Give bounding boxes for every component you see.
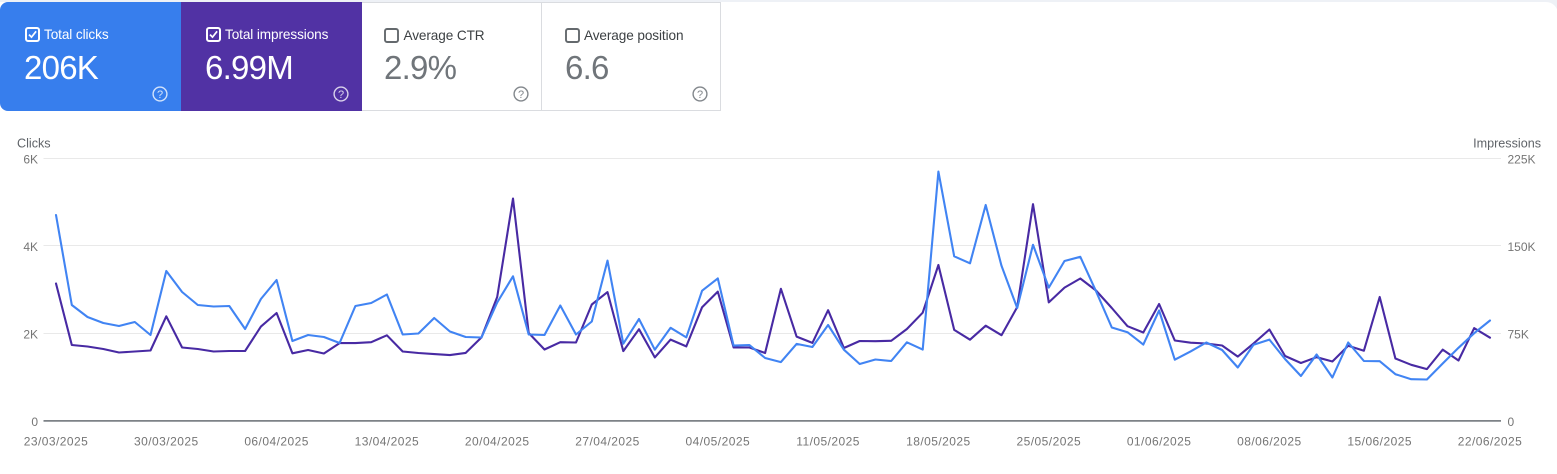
svg-text:?: ? [337, 89, 343, 101]
svg-text:04/05/2025: 04/05/2025 [686, 435, 751, 449]
svg-text:27/04/2025: 27/04/2025 [575, 435, 640, 449]
svg-text:Impressions: Impressions [1473, 136, 1541, 150]
svg-text:06/04/2025: 06/04/2025 [244, 435, 309, 449]
svg-text:?: ? [156, 89, 162, 101]
svg-text:15/06/2025: 15/06/2025 [1347, 435, 1412, 449]
svg-text:18/05/2025: 18/05/2025 [906, 435, 971, 449]
svg-text:150K: 150K [1508, 240, 1536, 254]
svg-text:75K: 75K [1508, 327, 1529, 341]
svg-text:Clicks: Clicks [17, 136, 51, 150]
svg-text:0: 0 [1508, 415, 1515, 429]
svg-text:?: ? [697, 89, 703, 101]
svg-text:2K: 2K [23, 327, 38, 341]
svg-text:08/06/2025: 08/06/2025 [1237, 435, 1302, 449]
svg-text:?: ? [518, 89, 524, 101]
svg-text:23/03/2025: 23/03/2025 [24, 435, 89, 449]
svg-text:225K: 225K [1508, 152, 1536, 166]
svg-text:22/06/2025: 22/06/2025 [1458, 435, 1523, 449]
svg-text:11/05/2025: 11/05/2025 [796, 435, 860, 449]
svg-text:30/03/2025: 30/03/2025 [134, 435, 199, 449]
svg-text:0: 0 [31, 415, 38, 429]
svg-text:6K: 6K [23, 152, 38, 166]
svg-text:20/04/2025: 20/04/2025 [465, 435, 530, 449]
svg-text:25/05/2025: 25/05/2025 [1017, 435, 1082, 449]
svg-text:4K: 4K [23, 240, 38, 254]
svg-text:01/06/2025: 01/06/2025 [1127, 435, 1192, 449]
svg-text:13/04/2025: 13/04/2025 [355, 435, 420, 449]
